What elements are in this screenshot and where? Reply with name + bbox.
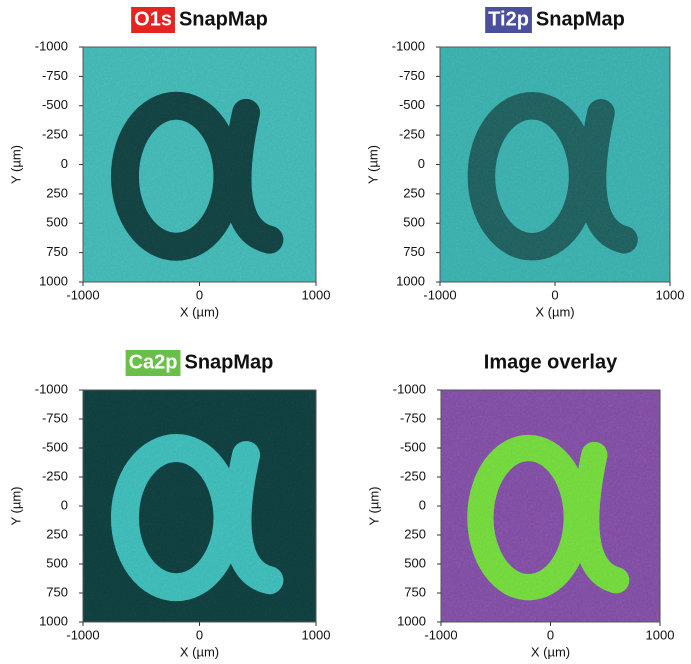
title-group: Ca2p SnapMap [126,350,274,376]
x-tick-label: 0 [551,287,558,302]
y-tick-label: -1000 [393,381,426,396]
y-tick-label: 750 [46,244,68,259]
y-tick-label: -500 [399,97,425,112]
y-tick-label: 250 [46,185,68,200]
y-tick-label: -1000 [35,381,68,396]
map-noise [83,47,316,282]
y-tick-label: -1000 [35,38,68,53]
y-tick-label: 750 [404,584,426,599]
y-tick-label: 500 [403,215,425,230]
y-axis-label: Y (µm) [8,145,23,184]
y-tick-label: -500 [400,439,426,454]
x-tick-label: -1000 [66,627,99,642]
x-axis-label: X (µm) [180,644,219,659]
y-tick-label: 0 [419,497,426,512]
chart-title: SnapMap [179,8,268,30]
title-group: O1s SnapMap [131,7,268,33]
y-tick-label: -750 [399,68,425,83]
y-axis-label: Y (µm) [8,486,23,525]
y-tick-label: -750 [400,410,426,425]
y-tick-label: -1000 [392,38,425,53]
y-tick-label: -250 [42,127,68,142]
chart-title: SnapMap [536,8,625,30]
y-tick-label: -250 [399,127,425,142]
map-image [83,390,316,622]
x-tick-label: 1000 [302,627,331,642]
map-noise [440,47,670,282]
title-group: Image overlay [484,351,618,373]
y-tick-label: -500 [42,439,68,454]
x-tick-label: 0 [196,287,203,302]
y-tick-label: 500 [404,555,426,570]
x-tick-label: 0 [196,627,203,642]
y-tick-label: 750 [46,584,68,599]
y-axis-label: Y (µm) [365,145,380,184]
x-tick-label: 1000 [302,287,331,302]
y-tick-label: 1000 [396,273,425,288]
y-tick-label: -250 [42,468,68,483]
x-axis-label: X (µm) [535,304,574,319]
figure: -100001000-1000-750-500-2500250500750100… [0,0,691,664]
x-tick-label: 1000 [646,627,675,642]
x-tick-label: -1000 [424,627,457,642]
y-tick-label: 0 [418,156,425,171]
y-tick-label: 500 [46,215,68,230]
y-tick-label: -750 [42,68,68,83]
y-tick-label: 1000 [397,613,426,628]
chart-title: Image overlay [484,351,618,373]
chart-title: SnapMap [185,351,274,373]
y-tick-label: 250 [403,185,425,200]
y-tick-label: 1000 [39,613,68,628]
map-noise [441,390,660,622]
y-tick-label: 1000 [39,273,68,288]
y-tick-label: 500 [46,555,68,570]
title-tag: Ti2p [488,8,529,30]
x-axis-label: X (µm) [180,304,219,319]
y-tick-label: -500 [42,97,68,112]
title-tag: O1s [134,8,172,30]
x-tick-label: -1000 [66,287,99,302]
title-tag: Ca2p [129,351,178,373]
y-tick-label: -250 [400,468,426,483]
x-tick-label: 0 [547,627,554,642]
x-axis-label: X (µm) [531,644,570,659]
map-image [441,390,660,622]
y-tick-label: 750 [403,244,425,259]
map-image [83,47,316,282]
y-tick-label: 0 [61,156,68,171]
title-group: Ti2p SnapMap [485,7,625,33]
x-tick-label: 1000 [656,287,685,302]
map-noise [83,390,316,622]
map-image [440,47,670,282]
y-tick-label: 250 [46,526,68,541]
y-tick-label: -750 [42,410,68,425]
y-axis-label: Y (µm) [366,486,381,525]
y-tick-label: 0 [61,497,68,512]
y-tick-label: 250 [404,526,426,541]
x-tick-label: -1000 [423,287,456,302]
